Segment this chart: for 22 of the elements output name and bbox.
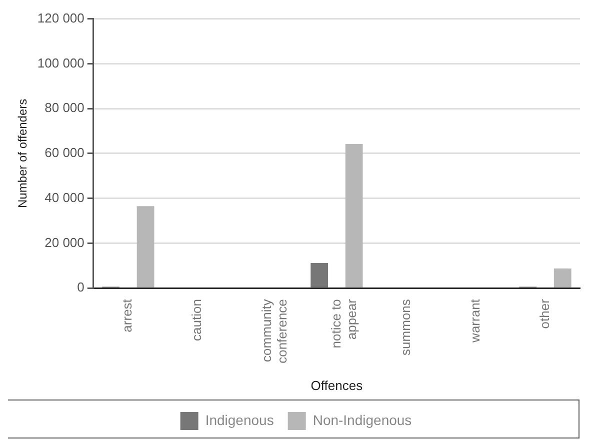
y-tick-label: 0: [77, 280, 84, 295]
y-tick-label: 20 000: [44, 234, 84, 250]
y-tick-label: 40 000: [44, 190, 84, 205]
legend-label: Indigenous: [205, 412, 274, 428]
x-tick-label: summons: [398, 298, 413, 356]
y-tick-label: 100 000: [37, 55, 84, 70]
bar: [310, 262, 328, 288]
x-tick-label: other: [536, 298, 552, 329]
y-tick-label: 80 000: [44, 100, 84, 116]
legend-label: Non-Indigenous: [312, 412, 412, 428]
bar: [136, 206, 154, 288]
x-axis-title: Offences: [310, 378, 364, 393]
y-tick-label: 60 000: [44, 145, 84, 160]
x-tick-label: community conference: [258, 298, 290, 364]
x-tick-label: arrest: [120, 298, 135, 332]
x-tick-label: caution: [189, 299, 204, 341]
bar: [345, 144, 363, 288]
y-axis-title: Number of offenders: [16, 98, 30, 208]
x-tick-label: notice to appear: [328, 298, 359, 348]
x-tick-label: warrant: [467, 298, 482, 344]
bar: [554, 268, 572, 288]
y-tick-label: 120 000: [37, 10, 84, 26]
